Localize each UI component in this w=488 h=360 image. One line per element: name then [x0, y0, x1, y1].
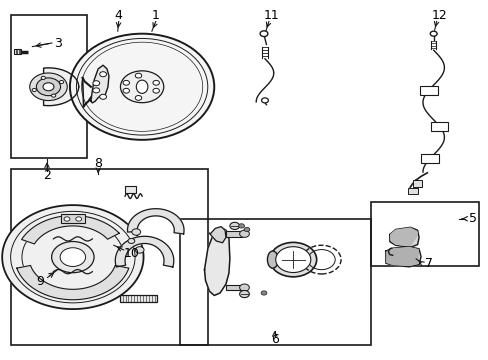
Circle shape: [51, 94, 56, 97]
Bar: [180, 220, 370, 345]
Circle shape: [269, 242, 316, 277]
Bar: [407, 188, 417, 194]
Bar: [419, 86, 437, 95]
Polygon shape: [209, 226, 225, 243]
Polygon shape: [21, 216, 119, 244]
Circle shape: [122, 80, 129, 85]
Circle shape: [128, 238, 135, 243]
Circle shape: [64, 217, 70, 221]
Polygon shape: [2, 205, 143, 309]
Circle shape: [153, 88, 159, 93]
Polygon shape: [390, 228, 416, 246]
Bar: [14, 49, 21, 54]
Polygon shape: [127, 209, 183, 234]
Circle shape: [76, 217, 81, 221]
Bar: [225, 285, 241, 291]
Circle shape: [135, 73, 142, 78]
Circle shape: [41, 76, 45, 80]
Circle shape: [32, 89, 36, 91]
Text: 4: 4: [115, 9, 122, 22]
Circle shape: [239, 284, 249, 291]
Text: 5: 5: [468, 212, 476, 225]
Text: 9: 9: [37, 275, 44, 288]
Text: 6: 6: [270, 333, 278, 346]
FancyBboxPatch shape: [120, 296, 157, 302]
Polygon shape: [389, 227, 418, 247]
Bar: [11, 15, 87, 158]
Circle shape: [30, 73, 67, 100]
Polygon shape: [115, 236, 173, 267]
Bar: [61, 214, 85, 223]
Polygon shape: [204, 227, 229, 296]
Text: 11: 11: [263, 9, 279, 22]
Text: 8: 8: [94, 157, 102, 170]
Bar: [11, 169, 207, 345]
Circle shape: [100, 72, 106, 77]
Bar: [370, 202, 478, 266]
Circle shape: [122, 88, 129, 93]
Polygon shape: [385, 247, 420, 267]
Circle shape: [238, 224, 244, 228]
Ellipse shape: [267, 251, 278, 268]
Circle shape: [70, 34, 214, 140]
Text: 12: 12: [431, 9, 447, 22]
Text: 10: 10: [123, 247, 139, 260]
Text: 1: 1: [151, 9, 160, 22]
Circle shape: [100, 94, 106, 99]
Circle shape: [261, 98, 268, 103]
Circle shape: [239, 230, 249, 237]
Circle shape: [153, 80, 159, 85]
Circle shape: [52, 242, 94, 273]
Ellipse shape: [136, 80, 147, 93]
Circle shape: [43, 83, 54, 91]
Polygon shape: [91, 65, 109, 103]
Polygon shape: [43, 68, 79, 105]
Text: 2: 2: [43, 169, 51, 182]
Circle shape: [120, 71, 163, 103]
Circle shape: [36, 78, 61, 96]
Bar: [421, 154, 438, 163]
Bar: [412, 180, 422, 187]
Circle shape: [60, 81, 63, 84]
Circle shape: [93, 88, 100, 93]
Bar: [225, 231, 241, 237]
Circle shape: [244, 227, 249, 231]
Polygon shape: [386, 247, 417, 265]
Bar: [125, 186, 136, 193]
Polygon shape: [17, 265, 129, 300]
Circle shape: [261, 291, 266, 295]
Circle shape: [60, 248, 85, 266]
Circle shape: [93, 81, 100, 86]
Text: 7: 7: [424, 257, 432, 270]
Circle shape: [260, 31, 267, 37]
Circle shape: [429, 31, 436, 36]
Circle shape: [135, 95, 142, 100]
Circle shape: [135, 247, 144, 253]
Circle shape: [239, 291, 249, 298]
Circle shape: [229, 222, 239, 229]
Text: 3: 3: [54, 36, 62, 50]
Circle shape: [275, 247, 310, 273]
Bar: [430, 122, 447, 131]
Circle shape: [132, 229, 141, 235]
